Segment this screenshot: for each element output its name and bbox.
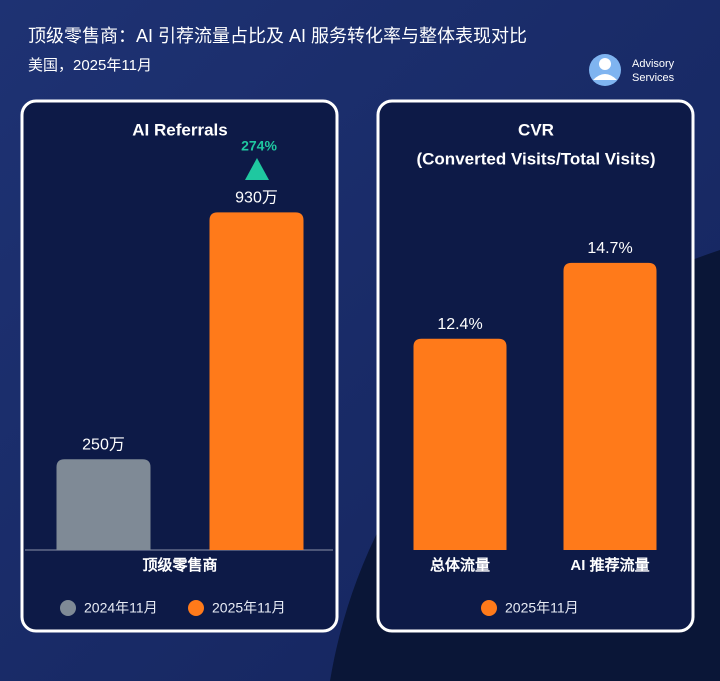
category-label: AI 推荐流量 (570, 556, 649, 574)
chart-title: AI Referrals (132, 120, 227, 139)
legend-label: 2025年11月 (505, 600, 579, 616)
legend-marker (188, 600, 204, 616)
value-label: 930万 (235, 190, 278, 207)
value-label: 12.4% (437, 316, 482, 333)
page-subtitle: 美国，2025年11月 (28, 57, 152, 74)
brand-logo: Advisory Services (589, 54, 675, 86)
value-label: 14.7% (587, 240, 632, 257)
value-label: 250万 (82, 436, 125, 453)
legend-label: 2025年11月 (212, 600, 286, 616)
growth-annotation: 274% (241, 138, 277, 154)
legend-marker (60, 600, 76, 616)
chart-subtitle: (Converted Visits/Total Visits) (416, 149, 655, 168)
category-label: 总体流量 (430, 556, 490, 574)
category-label: 顶级零售商 (142, 556, 217, 574)
bar (209, 212, 304, 550)
brand-text: Advisory (632, 58, 675, 70)
legend-marker (481, 600, 497, 616)
chart-title: CVR (518, 120, 554, 139)
bar (413, 338, 507, 550)
bar (56, 459, 151, 550)
legend-label: 2024年11月 (84, 600, 158, 616)
bar (563, 262, 657, 550)
page-title: 顶级零售商：AI 引荐流量占比及 AI 服务转化率与整体表现对比 (28, 26, 527, 46)
growth-arrow (245, 158, 269, 180)
brand-text: Services (632, 72, 675, 84)
